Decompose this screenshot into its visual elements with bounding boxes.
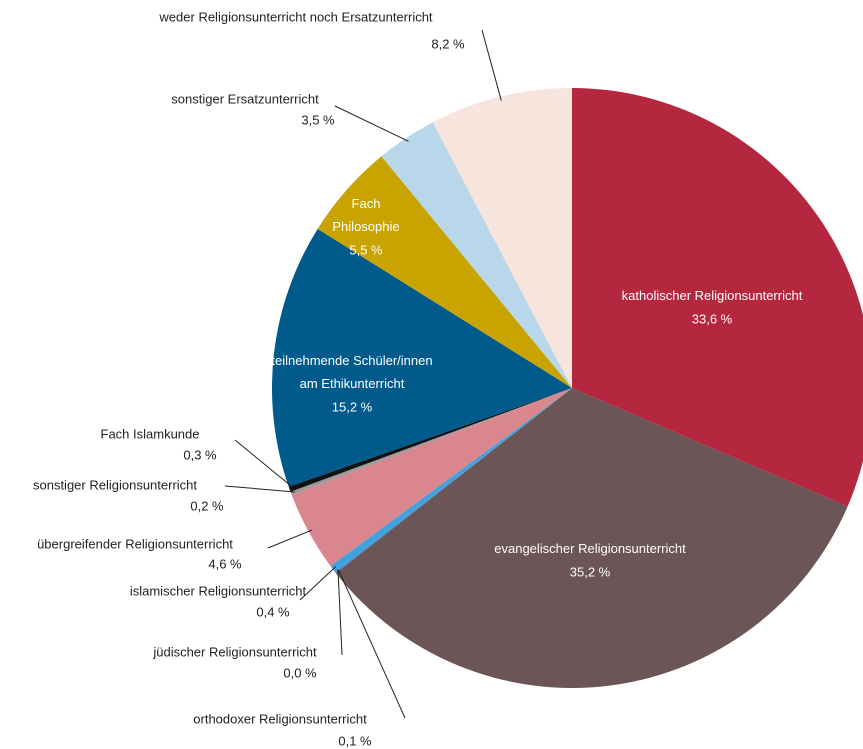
leader-line xyxy=(267,529,313,549)
pie-slice xyxy=(330,388,572,572)
slice-value-label: 8,2 % xyxy=(431,36,465,51)
slice-value-label: 15,2 % xyxy=(332,399,373,414)
leader-line xyxy=(224,485,295,493)
pie-slice xyxy=(572,88,863,507)
slice-label: Fach Islamkunde xyxy=(101,426,200,441)
slice-value-label: 35,2 % xyxy=(570,564,611,579)
slice-label: evangelischer Religionsunterricht xyxy=(494,541,686,556)
slice-label: übergreifender Religionsunterricht xyxy=(37,536,233,551)
leader-line xyxy=(337,569,343,656)
slice-label: katholischer Religionsunterricht xyxy=(622,288,803,303)
pie-slice xyxy=(381,122,572,388)
leader-line xyxy=(234,439,294,489)
pie-slice xyxy=(291,388,572,567)
slice-label: orthodoxer Religionsunterricht xyxy=(193,711,367,726)
pie-slice xyxy=(272,228,572,487)
pie-slice xyxy=(432,88,572,388)
leader-line xyxy=(481,29,502,101)
slice-value-label: 33,6 % xyxy=(692,311,733,326)
slice-label: sonstiger Religionsunterricht xyxy=(33,477,197,492)
leader-line xyxy=(299,566,337,601)
pie-slice xyxy=(317,156,572,388)
pie-slice xyxy=(335,388,848,688)
leader-line xyxy=(338,569,406,719)
leader-line xyxy=(334,105,409,142)
slice-value-label: 0,4 % xyxy=(256,604,290,619)
slice-label: weder Religionsunterricht noch Ersatzunt… xyxy=(158,9,433,24)
pie-slice xyxy=(334,388,572,574)
slice-value-label: 3,5 % xyxy=(301,112,335,127)
slice-value-label: 5,5 % xyxy=(349,242,383,257)
slice-value-label: 0,3 % xyxy=(183,447,217,462)
pie-slice xyxy=(290,388,572,496)
slice-value-label: 4,6 % xyxy=(208,556,242,571)
slice-label: islamischer Religionsunterricht xyxy=(130,583,307,598)
pie-slice xyxy=(288,388,572,492)
slice-value-label: 0,0 % xyxy=(283,665,317,680)
slice-label: sonstiger Ersatzunterricht xyxy=(171,91,319,106)
slice-value-label: 0,1 % xyxy=(338,733,372,748)
slice-value-label: 0,2 % xyxy=(190,498,224,513)
slice-label: Fach Philosophie xyxy=(332,196,399,234)
slice-label: jüdischer Religionsunterricht xyxy=(152,644,317,659)
slice-label: teilnehmende Schüler/innen am Ethikunterr… xyxy=(271,353,432,391)
